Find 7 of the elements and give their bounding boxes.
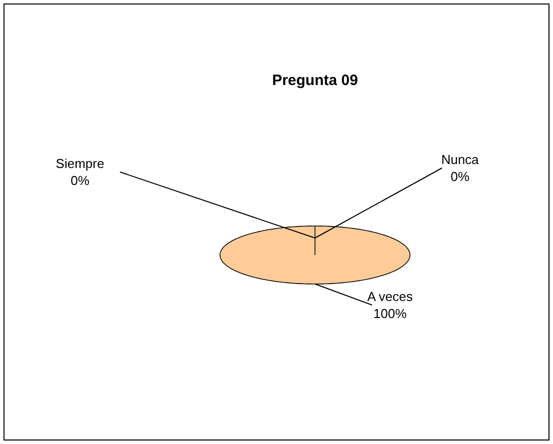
text: 0% (70, 173, 90, 188)
data-label: 100% (373, 306, 408, 321)
chart-title: Pregunta 09 (272, 72, 358, 89)
legend-label: A veces (367, 289, 414, 304)
category-label: Siempre (56, 156, 104, 171)
text: 0% (450, 169, 470, 184)
category-label: Nunca (441, 152, 479, 167)
